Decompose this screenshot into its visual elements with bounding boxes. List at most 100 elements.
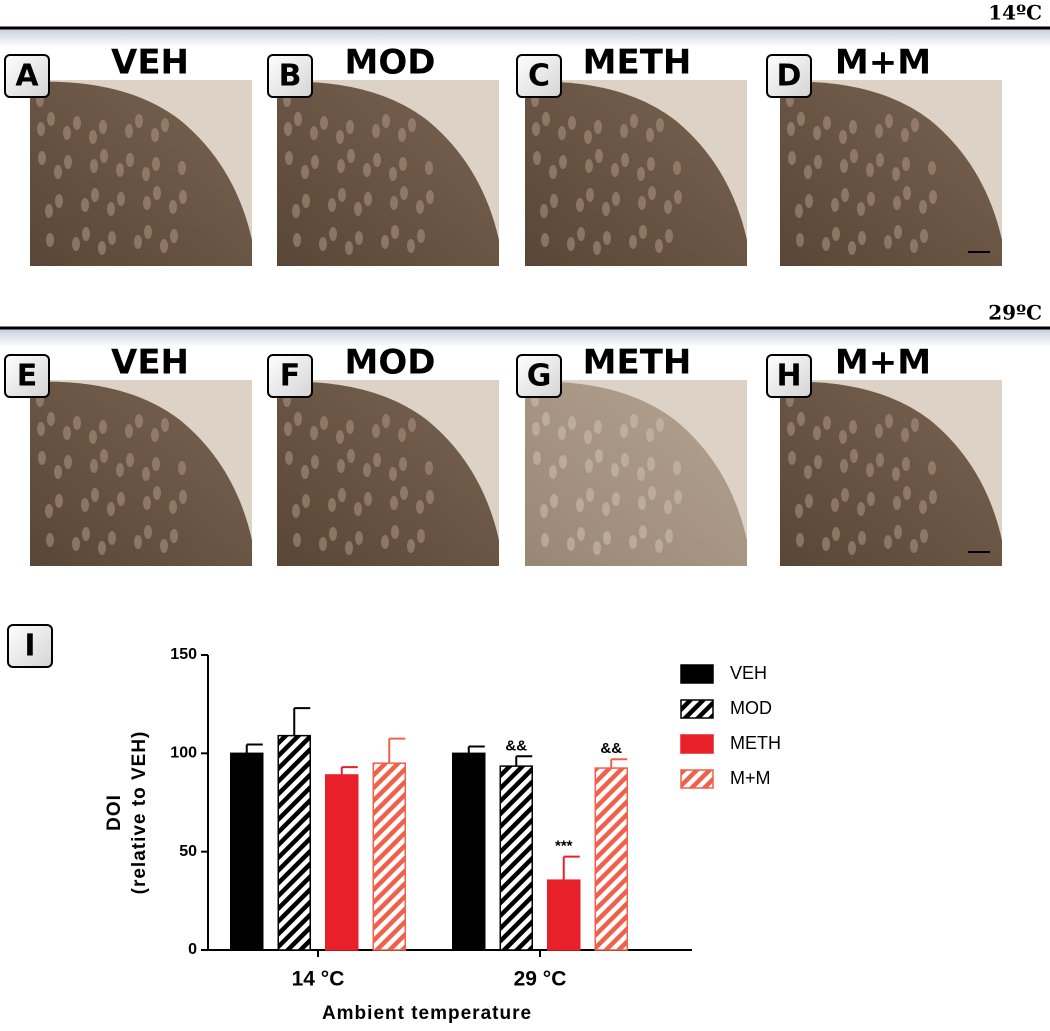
cell	[559, 155, 567, 169]
panel-letter: C	[528, 59, 550, 94]
bar	[372, 762, 406, 951]
panel-label: VEH	[111, 43, 189, 83]
cell	[585, 459, 593, 473]
cell	[391, 525, 399, 539]
cell	[655, 539, 663, 553]
cell	[45, 504, 53, 518]
cell	[328, 198, 336, 212]
cell	[116, 463, 124, 477]
cell	[108, 231, 116, 245]
panel-letter-box	[766, 54, 812, 98]
cell	[893, 196, 901, 210]
cell	[929, 490, 937, 504]
cell	[345, 241, 353, 255]
cell	[416, 200, 424, 214]
panel-letter-box	[4, 354, 50, 398]
cell	[612, 492, 620, 506]
cell	[382, 414, 390, 428]
cell	[892, 467, 900, 481]
cell	[673, 461, 681, 475]
cell	[603, 531, 611, 545]
cell	[594, 120, 602, 134]
cell	[910, 239, 918, 253]
cell	[372, 124, 380, 138]
cell	[400, 486, 408, 500]
panel-letter-box	[516, 354, 562, 398]
cell	[345, 541, 353, 555]
cell	[885, 414, 893, 428]
cell	[638, 496, 646, 510]
cell	[647, 157, 655, 171]
cell	[646, 428, 654, 442]
cell	[117, 492, 125, 506]
cell	[656, 118, 664, 132]
cell	[408, 118, 416, 132]
cell	[795, 204, 803, 218]
tissue	[277, 381, 499, 566]
cell	[425, 461, 433, 475]
cell	[336, 430, 344, 444]
cell	[373, 453, 381, 467]
cell	[55, 194, 63, 208]
bar	[230, 752, 264, 951]
bar	[499, 765, 533, 951]
cell	[301, 165, 309, 179]
panel-letter: I	[24, 629, 35, 664]
cell	[338, 488, 346, 502]
cell	[532, 122, 540, 136]
cell	[151, 428, 159, 442]
cell	[426, 190, 434, 204]
cell	[292, 204, 300, 218]
cell	[665, 529, 673, 543]
cell	[117, 192, 125, 206]
cell	[98, 541, 106, 555]
cell	[179, 190, 187, 204]
tissue	[780, 81, 1002, 266]
cell	[126, 153, 134, 167]
panel-letter-box	[7, 624, 53, 668]
cell	[584, 430, 592, 444]
legend-label: MOD	[730, 698, 772, 718]
cell	[787, 422, 795, 436]
cell	[179, 490, 187, 504]
cell	[161, 418, 169, 432]
cell	[310, 426, 318, 440]
cell	[585, 159, 593, 173]
y-tick-label: 50	[179, 843, 197, 860]
cell	[840, 159, 848, 173]
cell	[169, 500, 177, 514]
cell	[301, 465, 309, 479]
cell	[151, 128, 159, 142]
cell	[329, 227, 337, 241]
cell	[549, 165, 557, 179]
cell	[81, 198, 89, 212]
cell	[47, 412, 55, 426]
cell	[612, 192, 620, 206]
panel-label: METH	[583, 343, 692, 383]
cell	[310, 126, 318, 140]
legend-swatch	[680, 664, 714, 684]
cell	[417, 529, 425, 543]
cell	[38, 451, 46, 465]
cell	[354, 502, 362, 516]
tissue	[780, 381, 1002, 566]
cell	[170, 529, 178, 543]
cell	[910, 539, 918, 553]
cell	[319, 237, 327, 251]
cell	[143, 196, 151, 210]
cell	[364, 492, 372, 506]
cell	[567, 537, 575, 551]
cell	[346, 420, 354, 434]
cell	[805, 494, 813, 508]
cell	[831, 198, 839, 212]
cell	[319, 537, 327, 551]
cell	[311, 455, 319, 469]
cell	[875, 124, 883, 138]
cell	[320, 416, 328, 430]
cell	[285, 151, 293, 165]
cell	[558, 426, 566, 440]
cell	[867, 192, 875, 206]
cell	[647, 457, 655, 471]
cell	[399, 157, 407, 171]
cell	[302, 194, 310, 208]
